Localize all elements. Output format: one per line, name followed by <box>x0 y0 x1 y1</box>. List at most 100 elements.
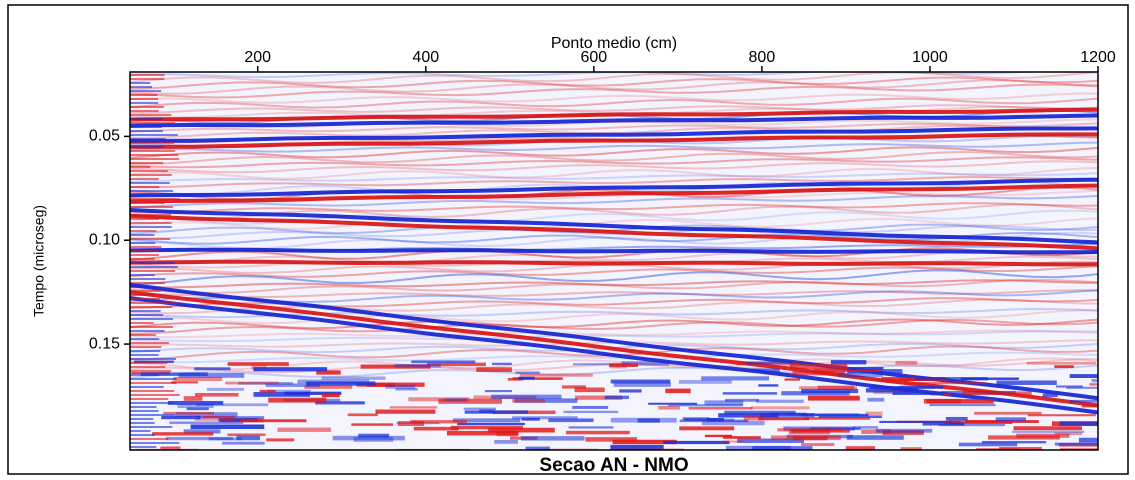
noise <box>724 410 796 415</box>
noise <box>958 442 1018 447</box>
reflector <box>130 76 1098 90</box>
noise <box>507 377 524 381</box>
noise <box>900 447 922 450</box>
noise <box>929 403 996 407</box>
reflector <box>130 183 1098 204</box>
noise <box>801 388 859 394</box>
reflector <box>130 309 1098 325</box>
edge-noise <box>130 290 161 292</box>
noise <box>366 382 425 387</box>
noise <box>758 384 779 387</box>
noise <box>1069 374 1098 379</box>
edge-noise <box>130 366 166 368</box>
noise <box>747 368 780 373</box>
edge-noise <box>130 334 156 336</box>
edge-noise <box>130 414 176 416</box>
noise <box>491 394 562 399</box>
noise <box>756 399 804 403</box>
edge-noise <box>130 438 169 440</box>
noise <box>1078 437 1098 443</box>
edge-noise <box>130 182 170 184</box>
noise <box>315 401 365 405</box>
reflector <box>130 247 1098 255</box>
noise <box>165 436 234 441</box>
noise <box>875 428 933 433</box>
noise <box>496 431 518 437</box>
noise <box>521 436 585 441</box>
noise <box>563 410 619 414</box>
edge-noise <box>130 74 165 76</box>
noise <box>807 395 860 401</box>
noise <box>395 387 418 391</box>
noise <box>385 384 416 389</box>
plot-border <box>129 71 1099 451</box>
noise <box>411 360 476 364</box>
y-axis-label: Tempo (microseg) <box>31 205 47 317</box>
noise <box>852 426 878 429</box>
noise <box>160 446 181 449</box>
noise <box>268 397 327 403</box>
edge-noise <box>130 118 163 120</box>
edge-noise <box>130 102 159 104</box>
y-tick-label: 0.15 <box>89 335 120 352</box>
reflector <box>130 364 1098 379</box>
noise <box>1066 386 1098 389</box>
reflector <box>130 330 1098 343</box>
noise <box>830 360 867 365</box>
noise <box>737 438 805 443</box>
noise <box>743 415 764 421</box>
reflector <box>130 156 1098 169</box>
noise <box>227 362 289 366</box>
reflector <box>130 224 1098 240</box>
noise <box>284 391 342 395</box>
noise <box>612 439 677 445</box>
noise <box>476 367 512 372</box>
edge-noise <box>130 350 161 352</box>
noise <box>892 392 944 395</box>
edge-noise <box>130 354 159 356</box>
noise <box>648 402 698 405</box>
edge-noise <box>130 78 165 80</box>
noise <box>848 366 884 370</box>
noise <box>195 392 239 397</box>
edge-noise <box>130 254 159 256</box>
noise <box>923 398 962 404</box>
edge-noise <box>130 306 173 308</box>
edge-noise <box>130 270 176 272</box>
noise <box>1013 426 1082 431</box>
reflector <box>130 176 1098 189</box>
noise <box>701 420 765 426</box>
noise <box>758 417 809 421</box>
noise <box>186 407 209 411</box>
edge-noise <box>130 234 155 236</box>
noise <box>321 376 386 380</box>
noise <box>869 386 944 389</box>
reflector <box>130 202 1098 214</box>
edge-noise <box>130 298 160 300</box>
edge-noise <box>130 410 159 412</box>
noise <box>194 418 236 421</box>
noise <box>195 403 269 407</box>
noise <box>701 376 770 381</box>
noise <box>332 435 405 441</box>
edge-noise <box>130 342 169 344</box>
edge-noise <box>130 390 175 392</box>
noise <box>306 381 376 386</box>
edge-noise <box>130 422 155 424</box>
noise <box>995 417 1026 422</box>
noise <box>962 391 1032 396</box>
noise <box>781 391 850 396</box>
edge-noise <box>130 190 174 192</box>
noise <box>845 446 876 450</box>
x-tick-label: 400 <box>412 49 439 66</box>
edge-noise <box>130 282 165 284</box>
noise <box>452 418 521 423</box>
edge-noise <box>130 278 166 280</box>
reflector <box>130 186 1098 201</box>
edge-noise <box>130 250 159 252</box>
reflector <box>130 247 1098 261</box>
noise <box>1042 393 1058 397</box>
noise <box>1081 403 1098 408</box>
noise <box>239 419 307 423</box>
noise <box>1054 442 1098 446</box>
